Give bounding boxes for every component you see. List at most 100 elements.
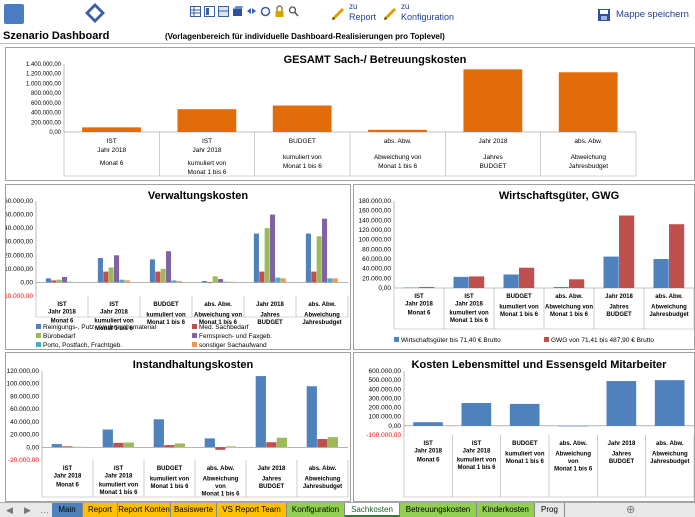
- bar: [558, 72, 618, 132]
- bar: [653, 259, 669, 288]
- legend-swatch: [36, 342, 41, 347]
- chart-panel-instandhaltung[interactable]: -20.000,00 0,00 20.000,00 40.000,00 60.000,0…: [5, 352, 351, 502]
- legend-label: Bürobedarf: [43, 333, 76, 340]
- category-label: Jahr 2018: [48, 310, 76, 316]
- chart-panel-gesamt[interactable]: 0,00 200.000,00 400.000,00 600.000,00 800.00…: [5, 47, 695, 181]
- chart-panel-verwaltung[interactable]: -10.000,00 0,00 10.000,00 20.000,00 30.000,0…: [5, 184, 351, 350]
- sheet-tab[interactable]: Sachkosten: [345, 503, 400, 517]
- category-label: Monat 6: [417, 458, 440, 464]
- report-link-sup: zu: [349, 2, 358, 11]
- y-tick-label: 60.000,00: [6, 198, 33, 205]
- bar: [51, 444, 62, 448]
- bar: [223, 281, 229, 283]
- bar: [327, 278, 333, 283]
- bar: [56, 279, 62, 283]
- bar: [176, 281, 182, 283]
- sheet-tab[interactable]: VS Report Team: [217, 503, 287, 517]
- category-label: abs. Abw.: [656, 441, 684, 447]
- y-tick-label: 20.000,00: [10, 432, 39, 439]
- category-label: Jahres: [262, 477, 282, 483]
- tab-more-icon[interactable]: …: [40, 505, 49, 515]
- search-icon[interactable]: [288, 5, 299, 18]
- chart-svg: -10.000,00 0,00 10.000,00 20.000,00 30.000,0…: [6, 198, 349, 332]
- category-label: IST: [57, 302, 67, 308]
- sheet-tab[interactable]: Konfiguration: [287, 503, 345, 517]
- y-tick-label: 0,00: [378, 285, 391, 292]
- sheet-tab[interactable]: Main: [52, 503, 83, 517]
- sheet-tab[interactable]: Report: [83, 503, 118, 517]
- y-tick-label: 120.000,00: [358, 227, 391, 234]
- bar: [149, 259, 155, 283]
- category-label: Abweichung: [305, 477, 341, 483]
- category-label: kumuliert von: [150, 477, 190, 483]
- chart-svg: 0,00 20.000,00 40.000,00 60.000,00 80.000,00…: [358, 198, 694, 330]
- bar: [558, 425, 588, 427]
- cube-icon[interactable]: [232, 5, 243, 18]
- bar: [164, 445, 175, 448]
- save-workbook-button[interactable]: Mappe speichern: [598, 9, 689, 21]
- legend-label: sonstiger Sachaufwand: [199, 342, 267, 349]
- sheet-tab[interactable]: Kinderkosten: [477, 503, 535, 517]
- report-link[interactable]: zu Report: [331, 2, 376, 22]
- sheet-tab[interactable]: Report Konten: [118, 503, 171, 517]
- category-label: Monat 6: [56, 483, 79, 489]
- y-tick-label: 30.000,00: [6, 239, 33, 246]
- bar: [114, 255, 120, 283]
- legend-swatch: [544, 337, 549, 342]
- category-label: Monat 1 bis 6: [147, 320, 186, 326]
- table-icon[interactable]: [218, 5, 229, 18]
- y-tick-label: 800.000,00: [31, 91, 62, 97]
- bar: [123, 442, 135, 448]
- legend-item: Porto, Postfach, Frachtgeb.: [36, 341, 192, 349]
- sheet-tab[interactable]: Betreuungskosten: [400, 503, 477, 517]
- category-label: kumuliert von: [505, 452, 545, 458]
- bar: [177, 109, 237, 132]
- chart-svg: -100.000,00 0,00 100.000,00 200.000,00 300.0…: [366, 368, 694, 498]
- chart-title: Kosten Lebensmittel und Essensgeld Mitar…: [411, 359, 667, 371]
- add-sheet-icon[interactable]: ⊕: [626, 504, 636, 516]
- arrows-icon[interactable]: [246, 5, 257, 18]
- chart-panel-wirtschaftsgueter[interactable]: 0,00 20.000,00 40.000,00 60.000,00 80.000,00…: [353, 184, 695, 350]
- chart-panel-lebensmittel[interactable]: -100.000,00 0,00 100.000,00 200.000,00 300.0…: [353, 352, 695, 502]
- lock-icon[interactable]: [274, 5, 285, 18]
- legend-label: Fernsprech- und Faxgeb.: [199, 333, 272, 340]
- sheet-tab[interactable]: Basiswerte: [171, 503, 217, 517]
- category-label: Jahresbudget: [650, 459, 689, 465]
- category-label: Jahres: [612, 452, 632, 458]
- bar: [619, 215, 635, 288]
- bar: [509, 403, 540, 426]
- bar: [461, 403, 492, 426]
- category-label: IST: [109, 302, 119, 308]
- y-tick-label: 600.000,00: [368, 368, 401, 375]
- bar: [469, 276, 485, 288]
- bar: [166, 251, 172, 283]
- category-label: Monat 1 bis 6: [187, 169, 226, 176]
- bar: [553, 287, 569, 288]
- sync-icon[interactable]: [260, 5, 271, 18]
- category-label: abs. Abw.: [309, 466, 337, 472]
- legend-item: Bürobedarf: [36, 332, 192, 341]
- category-label: Jahres: [483, 154, 503, 161]
- bar: [72, 446, 84, 448]
- tab-scroll-right-icon[interactable]: ▶: [24, 505, 31, 515]
- category-label: BUDGET: [609, 459, 635, 465]
- toolbar: zu Report zu Konfiguration Mappe speiche…: [0, 0, 695, 28]
- sheet-tab[interactable]: Prog: [535, 503, 565, 517]
- bar: [153, 419, 164, 448]
- category-label: abs. Abw.: [555, 294, 583, 300]
- config-link[interactable]: zu Konfiguration: [383, 2, 454, 22]
- bar: [62, 446, 73, 448]
- y-tick-label: 180.000,00: [358, 198, 391, 205]
- bar: [403, 287, 419, 289]
- bar: [606, 381, 637, 426]
- category-label: Monat 1 bis 6: [506, 459, 545, 465]
- y-tick-label: 40.000,00: [6, 225, 33, 232]
- y-tick-label: 60.000,00: [10, 406, 39, 413]
- bar: [207, 282, 213, 284]
- y-tick-label: 100.000,00: [368, 414, 401, 421]
- grid-icon[interactable]: [190, 5, 201, 18]
- insert-icon[interactable]: [204, 5, 215, 18]
- tab-scroll-left-icon[interactable]: ◀: [6, 505, 13, 515]
- category-label: Abweichung: [555, 452, 591, 458]
- bar: [51, 280, 57, 283]
